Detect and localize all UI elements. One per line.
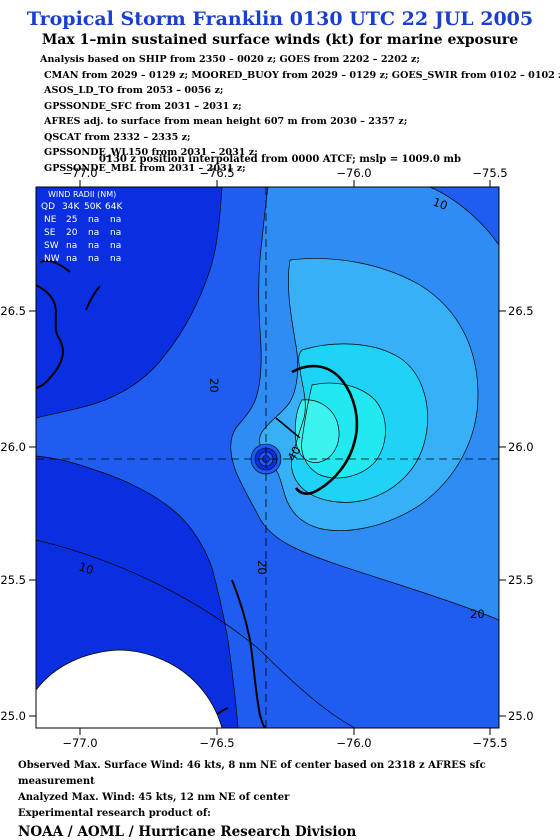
contour-label: 20 xyxy=(207,378,221,393)
background-line xyxy=(36,539,356,728)
isotach-45kt xyxy=(294,399,340,463)
lon-tick-bottom: −76.0 xyxy=(336,736,371,748)
storm-position-note: 0130 z position interpolated from 0000 A… xyxy=(99,154,461,165)
footer-notes: Observed Max. Surface Wind: 46 kts, 8 nm… xyxy=(18,758,558,840)
lat-tick-left: 25.0 xyxy=(0,709,26,723)
analysis-line: GPSSONDE_MBL from 2031 – 2031 z; xyxy=(44,162,246,174)
contour-label: 10 xyxy=(431,195,450,213)
wind-map: 20 20 20 10 10 40 WIND RADII (NM) QD 34K 5… xyxy=(0,168,534,748)
lon-tick-top: −75.5 xyxy=(472,168,507,180)
analysis-line: AFRES adj. to surface from mean height 6… xyxy=(44,116,408,127)
coastline-island-north xyxy=(39,259,71,273)
product-credit: Experimental research product of: xyxy=(18,808,211,819)
land-cuba xyxy=(36,649,223,728)
max-wind-arrow xyxy=(275,417,301,439)
isotach-20kt xyxy=(230,187,499,621)
isotach-25kt xyxy=(259,258,479,531)
lon-tick-bottom: −77.0 xyxy=(62,736,97,748)
contour-label: 40 xyxy=(284,444,303,464)
map-title: Tropical Storm Franklin 0130 UTC 22 JUL … xyxy=(26,8,534,30)
coastline-cuba xyxy=(231,579,267,728)
wind-radii-title: WIND RADII (NM) xyxy=(48,190,116,199)
analysis-line: QSCAT from 2332 – 2335 z; xyxy=(44,131,191,143)
isotach-20kt-top xyxy=(429,187,499,246)
lat-tick-left: 26.0 xyxy=(0,440,26,454)
wind-radii-row: NW na na na xyxy=(44,254,121,264)
lat-tick-right: 26.0 xyxy=(508,440,534,454)
observed-max-wind: Observed Max. Surface Wind: 46 kts, 8 nm… xyxy=(18,760,486,787)
analysis-line: GPSSONDE_SFC from 2031 – 2031 z; xyxy=(44,100,242,112)
wind-radii-header: QD 34K 50K 64K xyxy=(41,202,123,212)
wind-radii-row: SE 20 na na xyxy=(44,228,121,238)
analysis-sources: Analysis based on SHIP from 2350 – 0020 … xyxy=(40,52,560,176)
lat-tick-right: 25.0 xyxy=(508,709,534,723)
wind-level-40-45 xyxy=(295,399,340,463)
isotach-30kt xyxy=(290,343,428,503)
lon-tick-top: −76.5 xyxy=(199,168,234,180)
storm-center xyxy=(250,443,282,475)
map-subtitle: Max 1–min sustained surface winds (kt) f… xyxy=(41,32,519,48)
analysis-line: GPSSONDE_WL150 from 2031 – 2031 z; xyxy=(44,147,258,158)
lat-tick-right: 26.5 xyxy=(508,304,534,318)
wind-radii-row: SW na na na xyxy=(44,241,121,251)
contour-label: 20 xyxy=(470,607,485,621)
organization-name: NOAA / AOML / Hurricane Research Divisio… xyxy=(18,824,357,840)
lat-tick-left: 26.5 xyxy=(0,304,26,318)
isotach-40kt xyxy=(301,382,386,479)
lon-tick-bottom: −75.5 xyxy=(472,736,507,748)
isotach-34kt-radius xyxy=(291,364,359,495)
analysis-line: Analysis based on SHIP from 2350 – 0020 … xyxy=(40,54,420,65)
wind-radii-row: NE 25 na na xyxy=(44,215,121,225)
lon-tick-top: −77.0 xyxy=(62,168,97,180)
coastline-florida xyxy=(36,284,64,389)
contour-label: 10 xyxy=(77,560,95,578)
isotach-10kt xyxy=(36,187,223,419)
analysis-line: CMAN from 2029 – 0129 z; MOORED_BUOY fro… xyxy=(44,69,560,81)
coastline-andros xyxy=(85,285,101,311)
lat-tick-right: 25.5 xyxy=(508,573,534,587)
lon-tick-bottom: −76.5 xyxy=(199,736,234,748)
contour-label: 20 xyxy=(255,560,269,575)
plot-frame xyxy=(35,186,500,729)
wind-radii-table: WIND RADII (NM) QD 34K 50K 64K NE 25 na na SE 2… xyxy=(41,190,123,264)
lat-tick-left: 25.5 xyxy=(0,573,26,587)
analyzed-max-wind: Analyzed Max. Wind: 45 kts, 12 nm NE of … xyxy=(18,792,290,803)
analysis-line: ASOS_LD_TO from 2053 – 0056 z; xyxy=(44,85,224,96)
isotach-10kt-lower xyxy=(36,455,239,728)
lon-tick-top: −76.0 xyxy=(336,168,371,180)
